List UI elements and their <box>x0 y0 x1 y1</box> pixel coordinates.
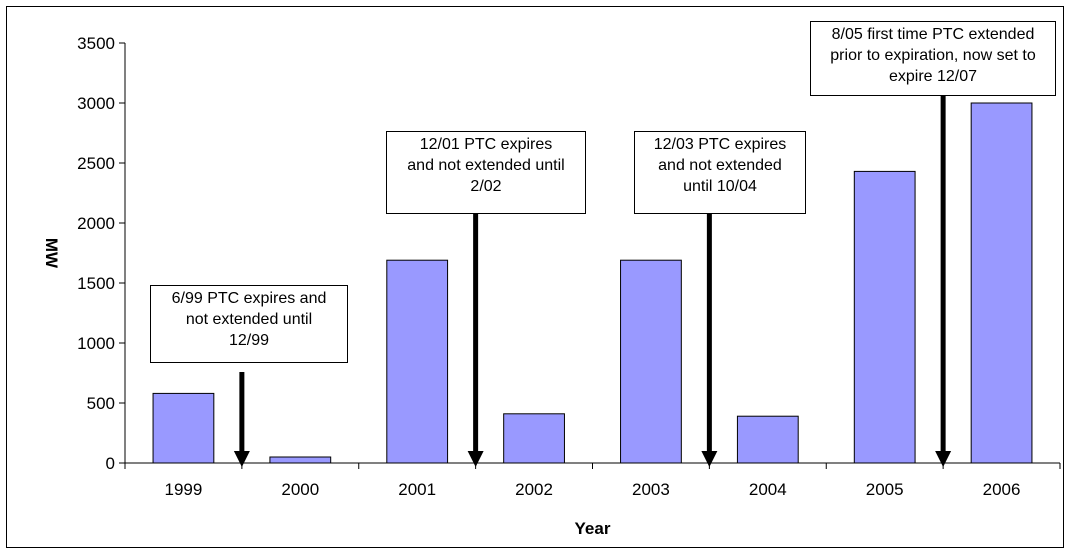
y-tick-label: 1000 <box>77 334 115 353</box>
x-axis-title: Year <box>575 519 611 538</box>
bar-1999 <box>152 392 215 464</box>
bar-2001 <box>386 259 449 464</box>
annotation-arrow-head <box>467 451 484 467</box>
bar-2000 <box>269 456 332 464</box>
x-tick-label: 2000 <box>281 480 319 499</box>
y-axis-title: MW <box>42 238 61 269</box>
bar-2002 <box>503 413 565 464</box>
x-tick-label: 2002 <box>515 480 553 499</box>
y-tick-label: 3000 <box>77 94 115 113</box>
y-tick-label: 1500 <box>77 274 115 293</box>
annotation-arrow-head <box>233 451 250 467</box>
x-tick-label: 2006 <box>983 480 1021 499</box>
bar-2004 <box>736 415 799 464</box>
bar-2003 <box>620 259 682 464</box>
x-tick-label: 2003 <box>632 480 670 499</box>
x-tick-label: 2001 <box>398 480 436 499</box>
annotation-arrow-head <box>935 451 952 467</box>
x-tick-label: 2005 <box>866 480 904 499</box>
annotation-box-2001: 12/01 PTC expires and not extended until… <box>386 131 586 214</box>
bar-series <box>152 102 1033 464</box>
bar-2006 <box>970 102 1033 464</box>
y-tick-label: 0 <box>106 454 115 473</box>
y-tick-label: 3500 <box>77 34 115 53</box>
y-tick-label: 2000 <box>77 214 115 233</box>
annotation-box-2005: 8/05 first time PTC extended prior to ex… <box>810 21 1056 96</box>
bar-2005 <box>853 170 916 464</box>
annotation-box-1999: 6/99 PTC expires and not extended until … <box>150 285 348 363</box>
y-tick-label: 2500 <box>77 154 115 173</box>
y-axis-ticks: 0 500 1000 1500 2000 2500 3000 3500 <box>77 34 125 473</box>
x-tick-label: 2004 <box>749 480 787 499</box>
annotation-arrows <box>233 96 952 467</box>
annotation-box-2003: 12/03 PTC expires and not extended until… <box>634 131 806 214</box>
y-tick-label: 500 <box>87 394 115 413</box>
x-axis-ticks: 1999 2000 2001 2002 2003 2004 2005 2006 <box>124 463 1061 499</box>
annotation-arrow-head <box>701 451 718 467</box>
x-tick-label: 1999 <box>165 480 203 499</box>
